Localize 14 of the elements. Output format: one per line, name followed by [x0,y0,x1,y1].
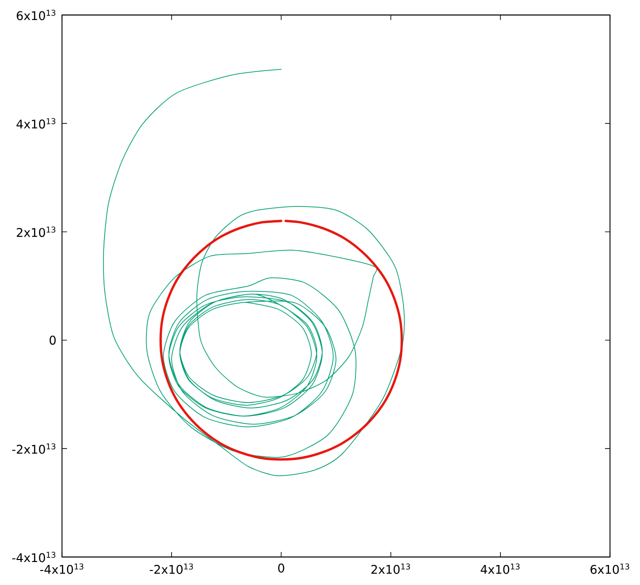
x-tick-label: -2x10$^{13}$ [150,564,193,574]
y-tick-label: 2x10$^{13}$ [16,226,56,238]
y-tick-label: 4x10$^{13}$ [16,118,56,129]
y-tick-label: 6x10$^{13}$ [16,10,56,20]
x-tick-label: -4x10$^{13}$ [40,564,84,574]
y-tick-label: -4x10$^{13}$ [12,552,56,562]
x-tick-label: 2x10$^{13}$ [371,564,410,574]
line-series [103,68,405,476]
line-series [159,220,403,461]
x-tick-label: 0 [278,564,284,573]
x-tick-label: 6x10$^{13}$ [590,564,630,574]
x-tick-label: 4x10$^{13}$ [480,564,520,574]
y-tick-label: -2x10$^{13}$ [12,443,56,454]
y-tick-label: 0 [50,336,56,345]
